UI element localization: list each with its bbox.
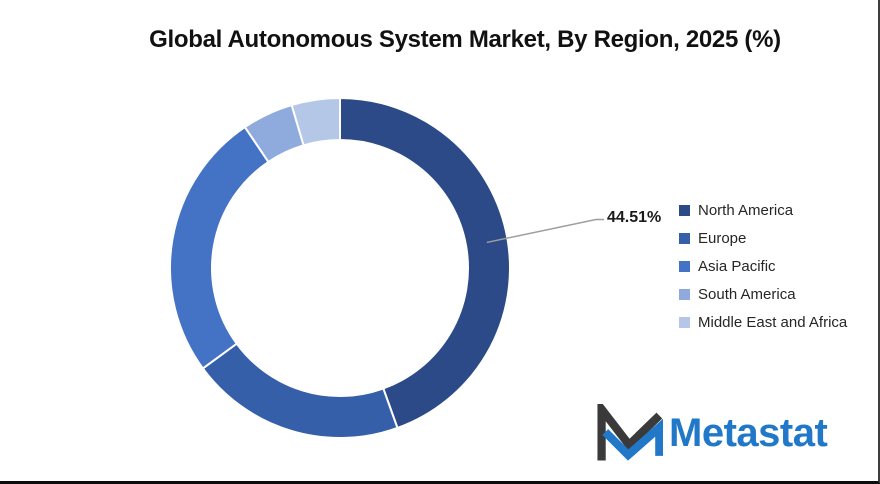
legend-label: North America	[698, 201, 794, 219]
legend-label: Europe	[698, 229, 747, 247]
legend: North America Europe Asia Pacific South Ame…	[679, 196, 847, 336]
brand-logo: Metastat	[597, 404, 828, 462]
legend-swatch-asia-pacific	[679, 260, 690, 272]
legend-label: Middle East and Africa	[698, 313, 848, 331]
legend-swatch-europe	[679, 232, 690, 244]
legend-swatch-middle-east-and-africa	[679, 316, 690, 328]
brand-name: Metastat	[669, 411, 828, 455]
legend-swatch-north-america	[679, 204, 690, 216]
metastat-logo-icon	[597, 404, 663, 461]
data-label: 44.51%	[607, 209, 662, 226]
donut-slice-asia-pacific	[169, 125, 270, 370]
donut-slice-middle-east-and-africa	[290, 96, 341, 147]
donut-slice-europe	[201, 342, 399, 439]
legend-label: Asia Pacific	[698, 257, 776, 275]
chart-title: Global Autonomous System Market, By Regi…	[149, 26, 781, 53]
leader-line	[486, 218, 604, 244]
legend-item-north-america: North America	[679, 196, 847, 224]
legend-item-asia-pacific: Asia Pacific	[679, 252, 847, 280]
donut-slice-north-america	[339, 96, 511, 430]
legend-item-middle-east-and-africa: Middle East and Africa	[679, 308, 847, 336]
legend-swatch-south-america	[679, 288, 690, 300]
legend-item-south-america: South America	[679, 280, 847, 308]
legend-label: South America	[698, 285, 796, 303]
legend-item-europe: Europe	[679, 224, 847, 252]
